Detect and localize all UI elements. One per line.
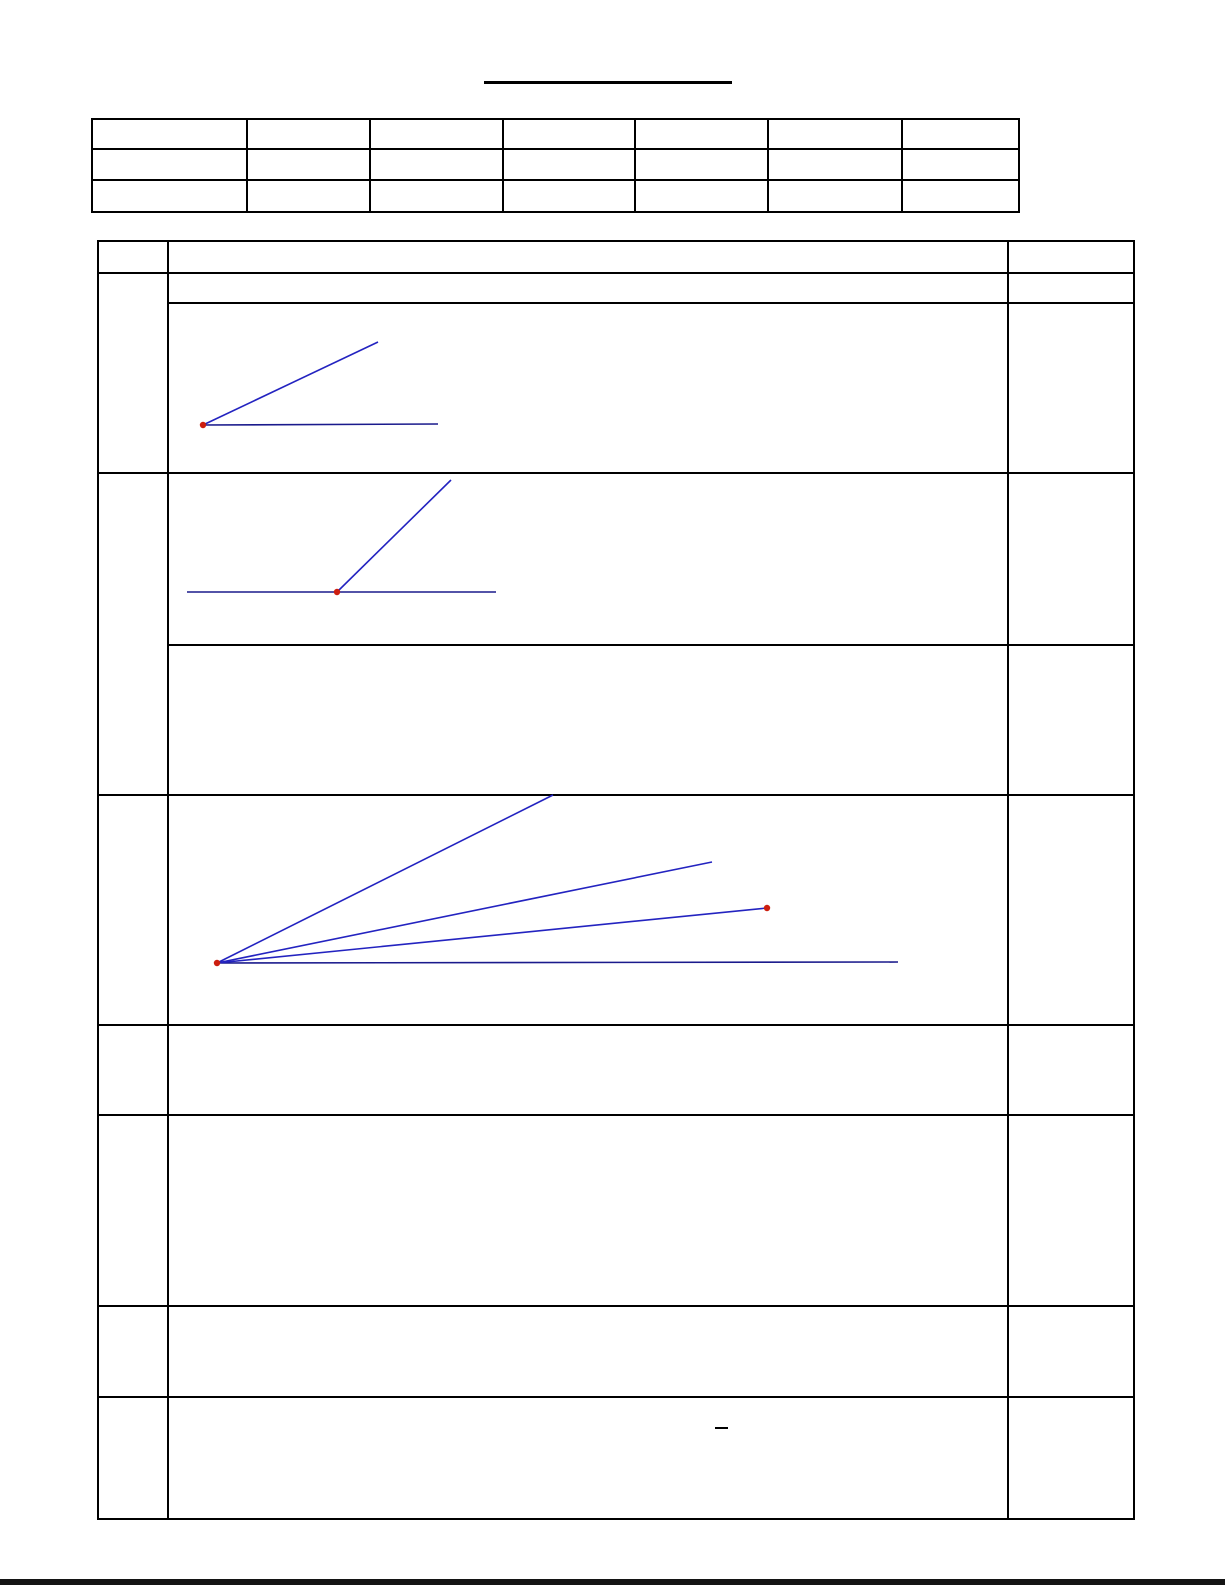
marks-cell (1007, 302, 1135, 474)
info-table-cell (901, 179, 1020, 213)
question-row (97, 1305, 1135, 1398)
question-table (97, 240, 1135, 1520)
question-row (98, 302, 1135, 474)
marks-cell (1007, 1396, 1135, 1520)
question-number-cell (97, 1305, 169, 1398)
info-table-cell (502, 118, 636, 150)
info-table-cell (767, 118, 903, 150)
info-table (91, 118, 1020, 213)
info-table-cell (369, 148, 504, 181)
info-table-cell (246, 118, 371, 150)
question-row (97, 472, 1135, 796)
marks-cell (1007, 472, 1135, 646)
header-marks-cell (1007, 240, 1135, 274)
question-number-cell (97, 1024, 169, 1116)
info-table-cell (246, 148, 371, 181)
info-table-cell (767, 148, 903, 181)
info-table-cell (502, 179, 636, 213)
info-table-cell (91, 118, 248, 150)
info-table-cell (369, 118, 504, 150)
question-text-cell (167, 1305, 1009, 1398)
info-table-cell (634, 118, 769, 150)
info-table-row (91, 179, 1020, 213)
question-number-cell (97, 472, 169, 796)
page-bottom-bar (0, 1579, 1225, 1585)
header-number-cell (97, 240, 169, 274)
question-row (97, 794, 1135, 1026)
info-table-cell (246, 179, 371, 213)
question-row (97, 272, 1135, 474)
info-table-cell (502, 148, 636, 181)
figure-cell-2 (167, 472, 1009, 646)
info-table-cell (634, 148, 769, 181)
title-underline (484, 81, 732, 84)
info-table-cell (634, 179, 769, 213)
question-row (97, 1396, 1135, 1520)
figure-cell-1 (167, 302, 1009, 474)
question-text-cell (167, 644, 1009, 796)
info-table-cell (91, 179, 248, 213)
marks-cell (1007, 644, 1135, 796)
marks-cell (1007, 1114, 1135, 1307)
question-text-cell (167, 1114, 1009, 1307)
question-table-body (97, 240, 1135, 1520)
question-row (97, 1114, 1135, 1307)
info-table-cell (91, 148, 248, 181)
info-table-cell (901, 148, 1020, 181)
marks-cell (1007, 272, 1135, 304)
header-question-cell (167, 240, 1009, 274)
question-table-header-row (97, 240, 1135, 274)
question-number-cell (97, 1114, 169, 1307)
info-table-row (91, 148, 1020, 181)
question-number-cell (97, 1396, 169, 1520)
info-table-cell (369, 179, 504, 213)
info-table-cell (901, 118, 1020, 150)
marks-cell (1007, 794, 1135, 1026)
marks-cell (1007, 1305, 1135, 1398)
marks-cell (1007, 1024, 1135, 1116)
question-number-cell (97, 794, 169, 1026)
info-table-body (91, 118, 1020, 213)
question-number-cell (97, 272, 169, 474)
question-row (98, 644, 1135, 796)
figure-cell-3 (167, 794, 1009, 1026)
question-text-cell (167, 1024, 1009, 1116)
info-table-cell (767, 179, 903, 213)
question-row (97, 1024, 1135, 1116)
answer-dash-cell (167, 1396, 1009, 1520)
question-text-cell (167, 272, 1009, 304)
info-table-row (91, 118, 1020, 150)
